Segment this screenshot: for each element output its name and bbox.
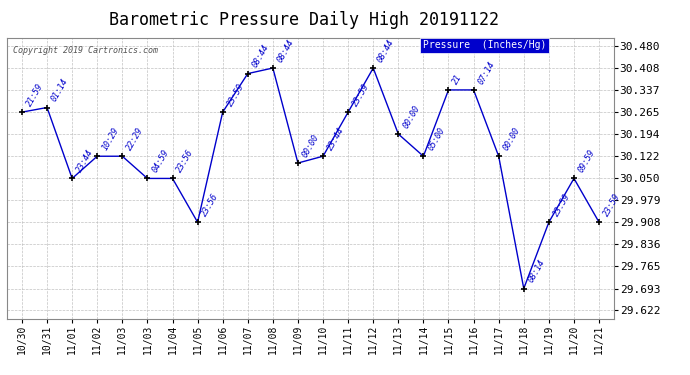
Text: Barometric Pressure Daily High 20191122: Barometric Pressure Daily High 20191122 [108,11,499,29]
Text: 00:00: 00:00 [502,126,522,152]
Text: 00:00: 00:00 [301,133,321,159]
Text: 07:14: 07:14 [476,60,497,86]
Text: 01:14: 01:14 [50,77,70,104]
Text: 23:59: 23:59 [551,192,572,218]
Text: 04:59: 04:59 [150,148,170,174]
Text: Copyright 2019 Cartronics.com: Copyright 2019 Cartronics.com [13,46,158,55]
Text: 08:44: 08:44 [275,38,296,64]
Text: Pressure  (Inches/Hg): Pressure (Inches/Hg) [423,40,546,50]
Text: 09:59: 09:59 [577,148,597,174]
Text: 23:59: 23:59 [602,192,622,218]
Text: 05:00: 05:00 [426,126,446,152]
Text: 23:44: 23:44 [75,148,95,174]
Text: 23:56: 23:56 [175,148,195,174]
Text: 08:14: 08:14 [526,258,547,284]
Text: 23:44: 23:44 [326,126,346,152]
Text: 08:44: 08:44 [250,43,271,69]
Text: 22:29: 22:29 [125,126,146,152]
Text: 23:56: 23:56 [200,192,221,218]
Text: 21: 21 [451,73,464,86]
Text: 23:59: 23:59 [226,82,246,108]
Text: 21:59: 21:59 [25,82,45,108]
Text: 08:44: 08:44 [376,38,396,64]
Text: 10:29: 10:29 [100,126,120,152]
Text: 23:59: 23:59 [351,82,371,108]
Text: 00:00: 00:00 [401,104,422,130]
